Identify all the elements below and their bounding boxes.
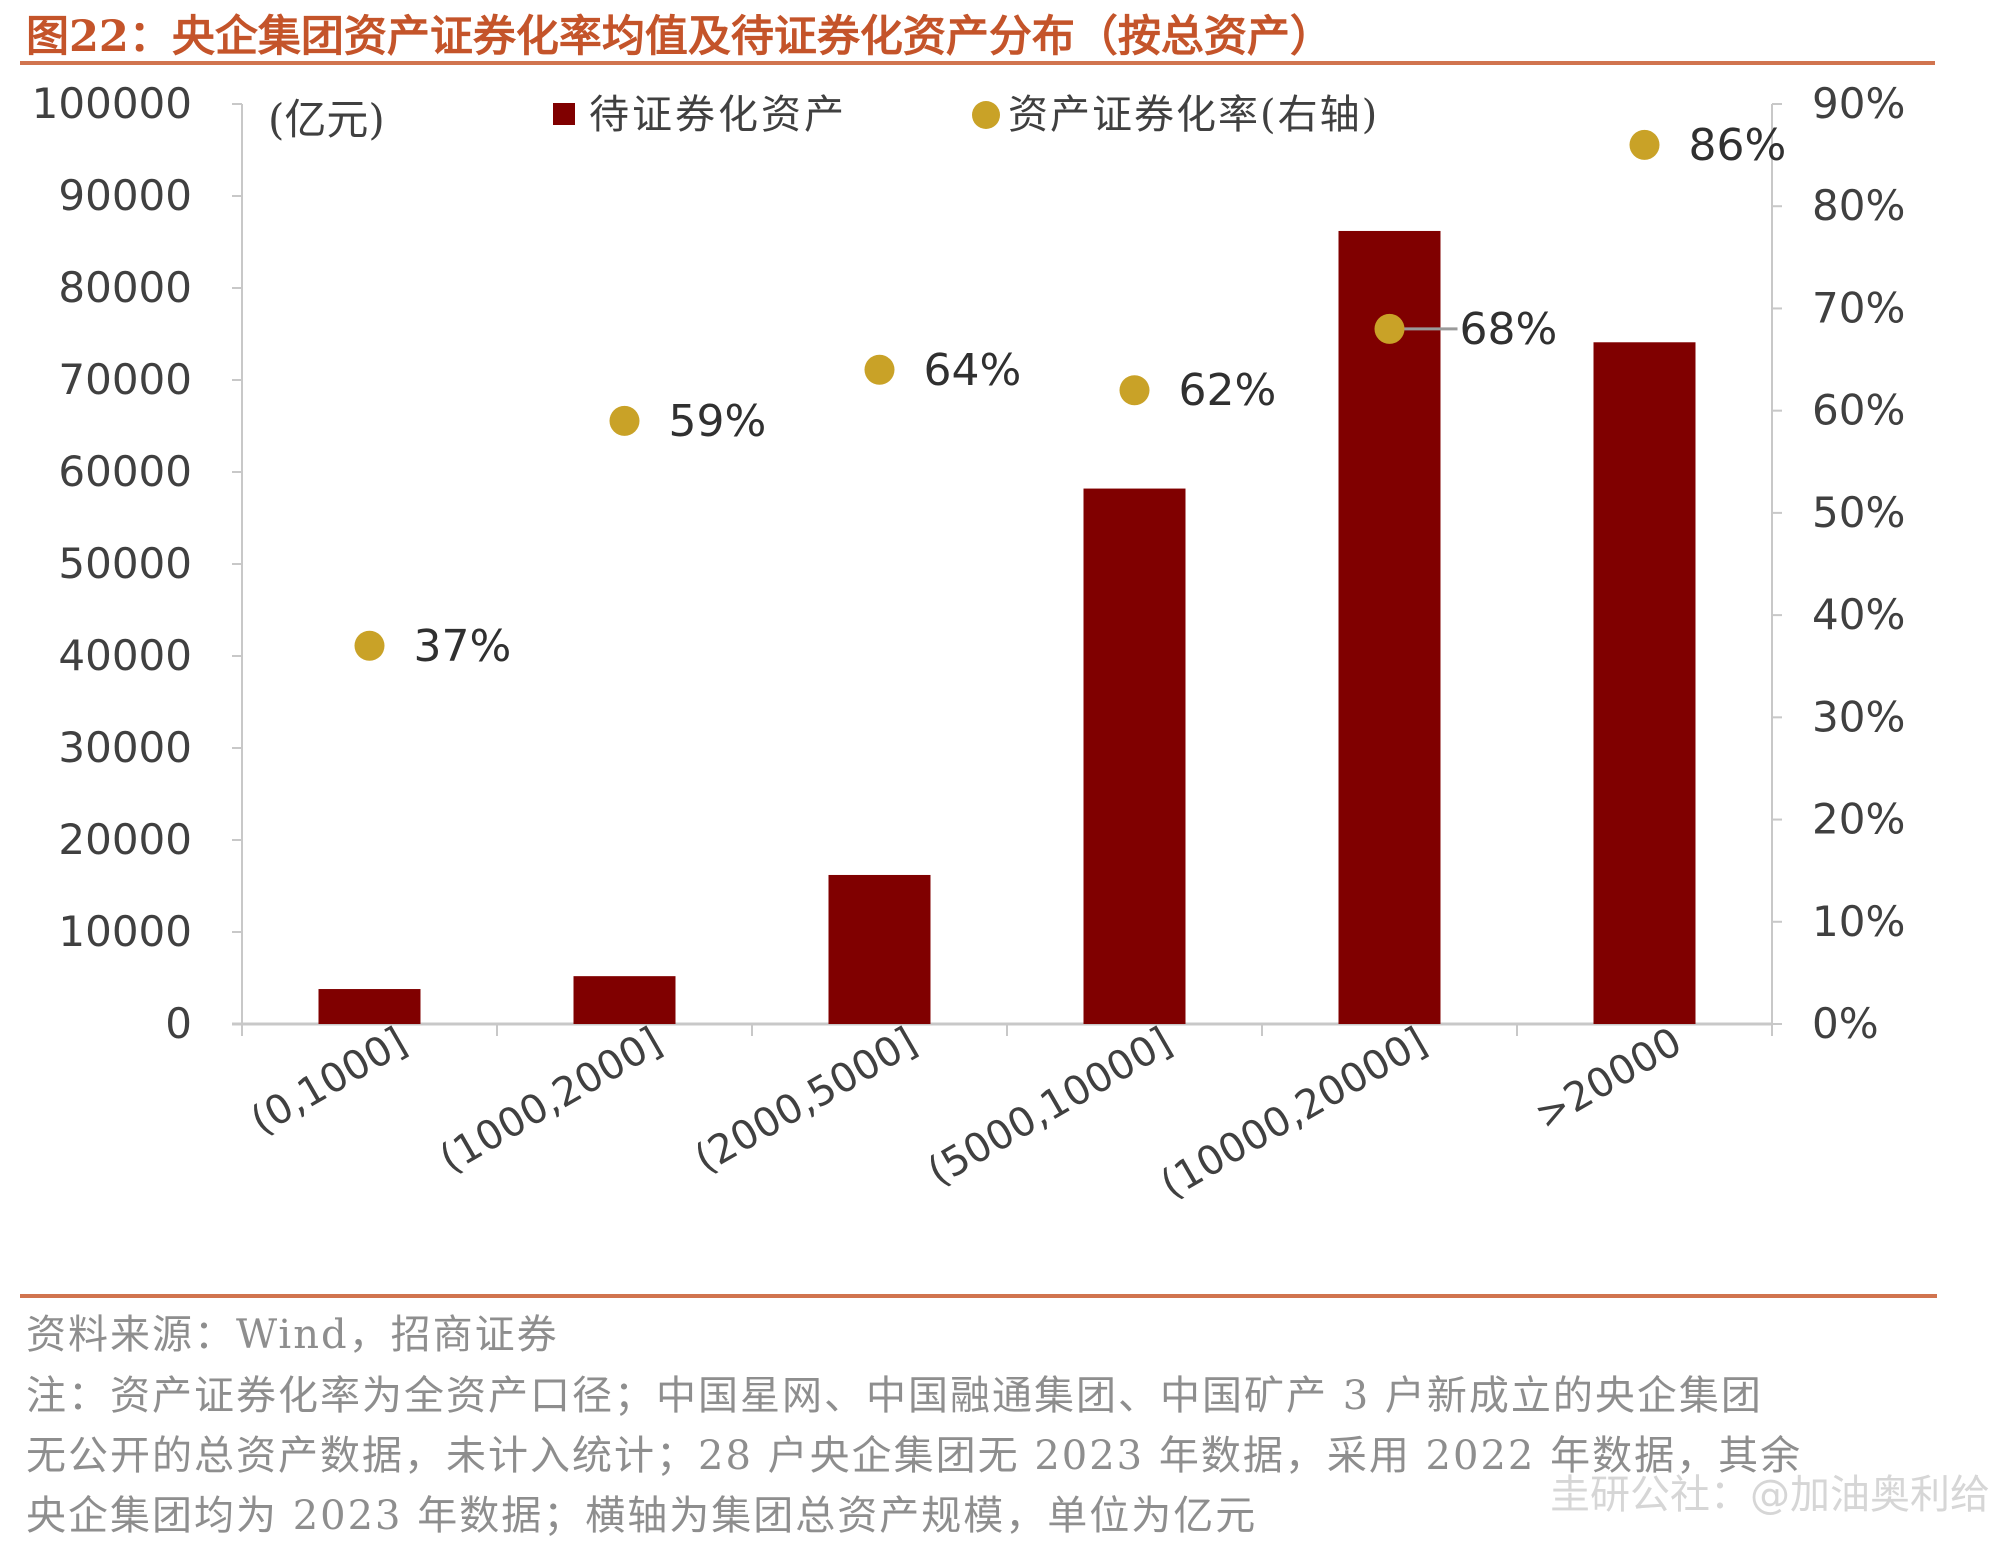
watermark: 圭研公社：@加油奥利给 bbox=[1550, 1472, 1990, 1518]
note-line: 央企集团均为 2023 年数据；横轴为集团总资产规模，单位为亿元 bbox=[26, 1493, 1258, 1539]
rate-dot bbox=[1374, 313, 1405, 344]
bar bbox=[828, 874, 931, 1024]
rate-dot bbox=[354, 630, 385, 661]
rate-dot bbox=[1119, 375, 1150, 406]
x-axis-tick-label: (0,1000] bbox=[243, 1019, 414, 1144]
note-line: 注：资产证券化率为全资产口径；中国星网、中国融通集团、中国矿产 3 户新成立的央… bbox=[26, 1373, 1763, 1419]
chart: 0 10000 20000 30000 40000 50000 60000 70000 8000… bbox=[32, 79, 1906, 1208]
rate-dot bbox=[1629, 129, 1660, 160]
left-axis-tick-label: 0 bbox=[165, 999, 192, 1048]
left-axis-tick-label: 10000 bbox=[58, 907, 192, 956]
right-axis-tick-label: 80% bbox=[1812, 181, 1905, 230]
x-axis-tick-label: (1000,2000] bbox=[432, 1019, 669, 1183]
legend-dot-label: 资产证券化率(右轴) bbox=[1008, 92, 1379, 138]
rate-dot bbox=[609, 405, 640, 436]
bar bbox=[1338, 230, 1441, 1024]
unit-label: (亿元) bbox=[268, 95, 385, 144]
rate-label: 59% bbox=[669, 396, 767, 447]
x-axis-tick-label: >20000 bbox=[1527, 1019, 1689, 1139]
rate-label: 37% bbox=[414, 621, 512, 672]
legend-dot-swatch bbox=[972, 101, 1000, 129]
figure-title: 图22：央企集团资产证券化率均值及待证券化资产分布（按总资产） bbox=[26, 12, 1333, 62]
right-axis-tick-label: 10% bbox=[1812, 897, 1905, 946]
rate-label: 64% bbox=[924, 345, 1022, 396]
left-axis-tick-label: 90000 bbox=[58, 171, 192, 220]
left-axis-tick-label: 40000 bbox=[58, 631, 192, 680]
right-axis-tick-label: 90% bbox=[1812, 79, 1905, 128]
right-axis-tick-label: 40% bbox=[1812, 590, 1905, 639]
note-text: 注：资产证券化率为全资产口径；中国星网、中国融通集团、中国矿产 3 户新成立的央… bbox=[26, 1363, 1956, 1543]
left-axis-tick-label: 30000 bbox=[58, 723, 192, 772]
left-axis-tick-label: 80000 bbox=[58, 263, 192, 312]
right-axis-tick-label: 20% bbox=[1812, 795, 1905, 844]
rate-label: 68% bbox=[1460, 304, 1558, 355]
x-axis-tick-label: (10000,20000] bbox=[1153, 1019, 1434, 1208]
legend-bar-swatch bbox=[553, 103, 575, 125]
rate-label: 62% bbox=[1179, 365, 1277, 416]
right-axis-tick-label: 60% bbox=[1812, 386, 1905, 435]
left-axis-tick-label: 60000 bbox=[58, 447, 192, 496]
x-axis-tick-label: (5000,10000] bbox=[920, 1019, 1179, 1195]
note-line: 无公开的总资产数据，未计入统计；28 户央企集团无 2023 年数据，采用 20… bbox=[26, 1433, 1803, 1479]
bar bbox=[318, 989, 421, 1024]
rate-dot bbox=[864, 354, 895, 385]
source-text: 资料来源：Wind，招商证券 bbox=[26, 1312, 559, 1358]
bar bbox=[573, 976, 676, 1024]
left-axis-tick-label: 70000 bbox=[58, 355, 192, 404]
bar bbox=[1083, 488, 1186, 1024]
right-axis-tick-label: 30% bbox=[1812, 692, 1905, 741]
title-rule bbox=[20, 61, 1935, 65]
legend-bar-label: 待证券化资产 bbox=[589, 92, 847, 138]
right-axis-tick-label: 70% bbox=[1812, 283, 1905, 332]
rate-label: 86% bbox=[1689, 120, 1787, 171]
left-axis-tick-label: 50000 bbox=[58, 539, 192, 588]
left-axis-tick-label: 20000 bbox=[58, 815, 192, 864]
footer-rule bbox=[20, 1294, 1937, 1298]
left-axis-tick-label: 100000 bbox=[32, 79, 192, 128]
right-axis-tick-label: 0% bbox=[1812, 999, 1879, 1048]
right-axis-tick-label: 50% bbox=[1812, 488, 1905, 537]
bar bbox=[1593, 342, 1696, 1024]
x-axis-tick-label: (2000,5000] bbox=[687, 1019, 924, 1183]
